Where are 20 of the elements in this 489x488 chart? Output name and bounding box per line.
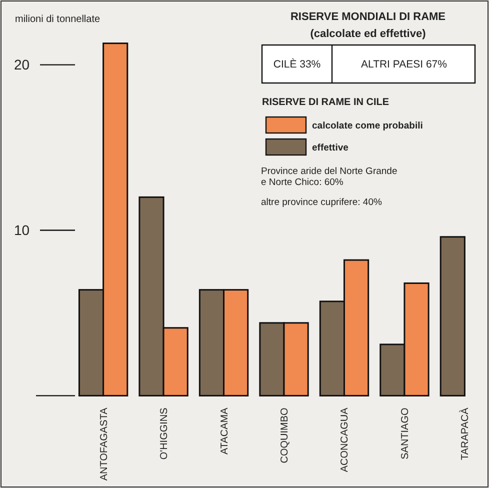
x-tick-label: ANTOFAGASTA (98, 407, 110, 481)
x-tick-label: ACONCAGUA (340, 407, 351, 472)
x-tick-label: SANTIAGO (400, 407, 411, 460)
legend-title: RISERVE DI RAME IN CILE (262, 97, 390, 108)
x-tick-label: O'HIGGINS (159, 407, 170, 460)
legend-label: effettive (312, 142, 348, 154)
x-tick-label: COQUIMBO (280, 407, 290, 464)
y-tick-label: 20 (14, 56, 30, 73)
y-axis-title: milioni di tonnellate (15, 14, 100, 25)
bar (440, 236, 466, 396)
chart-subtitle: (calcolate ed effettive) (310, 28, 426, 40)
x-tick-label: TARAPACÀ (459, 407, 472, 460)
legend-label: calcolate come probabili (312, 120, 423, 132)
chart-title: RISERVE MONDIALI DI RAME (290, 11, 446, 23)
annotation: Province aride del Norte Grande e Norte Chico: 60% (261, 166, 398, 188)
y-tick-label: 10 (14, 222, 30, 238)
annotation: CILÈ 33% (273, 58, 321, 71)
annotation: altre province cuprifere: 40% (261, 197, 382, 208)
x-tick-label: ATACAMA (219, 407, 230, 455)
annotation: ALTRI PAESI 67% (361, 58, 447, 71)
